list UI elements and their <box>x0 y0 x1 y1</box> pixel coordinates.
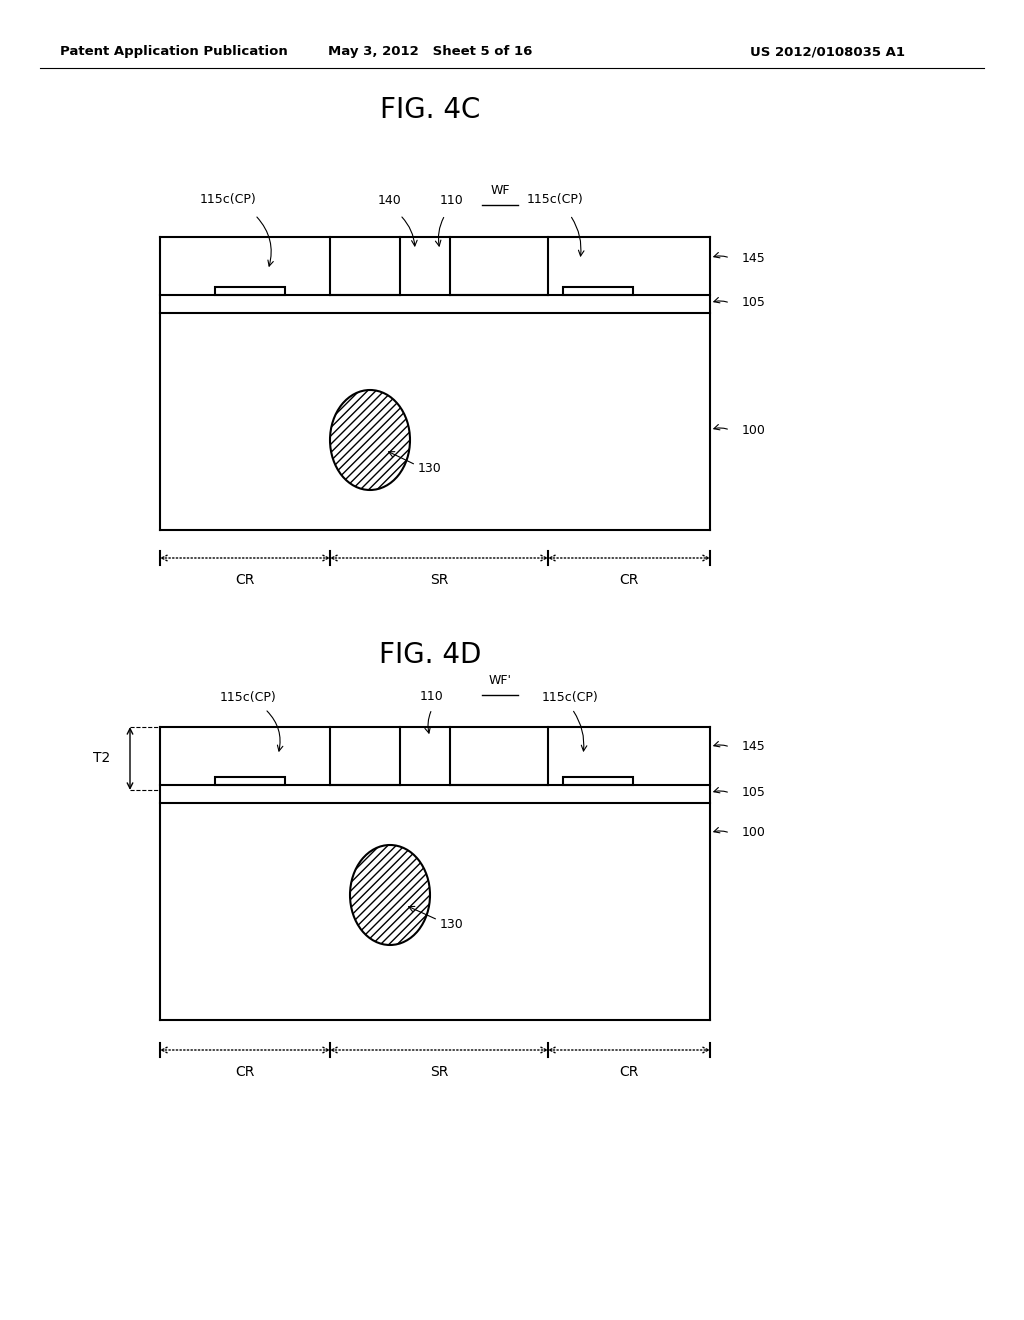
Text: 115c(CP): 115c(CP) <box>542 690 598 704</box>
Text: 145: 145 <box>742 252 766 264</box>
Text: WF: WF <box>490 183 510 197</box>
Text: CR: CR <box>236 573 255 587</box>
Bar <box>215 777 285 785</box>
Text: 105: 105 <box>742 297 766 309</box>
Text: 140: 140 <box>378 194 401 206</box>
Text: 105: 105 <box>742 787 766 800</box>
Text: FIG. 4C: FIG. 4C <box>380 96 480 124</box>
Text: US 2012/0108035 A1: US 2012/0108035 A1 <box>750 45 905 58</box>
Text: 110: 110 <box>420 690 443 704</box>
Text: Patent Application Publication: Patent Application Publication <box>60 45 288 58</box>
Text: 115c(CP): 115c(CP) <box>219 690 276 704</box>
Text: CR: CR <box>236 1065 255 1078</box>
Text: SR: SR <box>430 573 449 587</box>
Bar <box>563 777 633 785</box>
Text: 130: 130 <box>418 462 441 474</box>
Text: CR: CR <box>620 1065 639 1078</box>
Text: 130: 130 <box>440 919 464 932</box>
Text: FIG. 4D: FIG. 4D <box>379 642 481 669</box>
Text: T2: T2 <box>93 751 110 766</box>
Text: 115c(CP): 115c(CP) <box>200 194 256 206</box>
Bar <box>215 286 285 294</box>
Text: CR: CR <box>620 573 639 587</box>
Text: 115c(CP): 115c(CP) <box>526 194 584 206</box>
Bar <box>563 286 633 294</box>
Text: 145: 145 <box>742 741 766 754</box>
Text: WF': WF' <box>488 673 512 686</box>
Text: May 3, 2012   Sheet 5 of 16: May 3, 2012 Sheet 5 of 16 <box>328 45 532 58</box>
Text: 110: 110 <box>440 194 464 206</box>
Text: 100: 100 <box>742 826 766 840</box>
Text: SR: SR <box>430 1065 449 1078</box>
Text: 100: 100 <box>742 424 766 437</box>
